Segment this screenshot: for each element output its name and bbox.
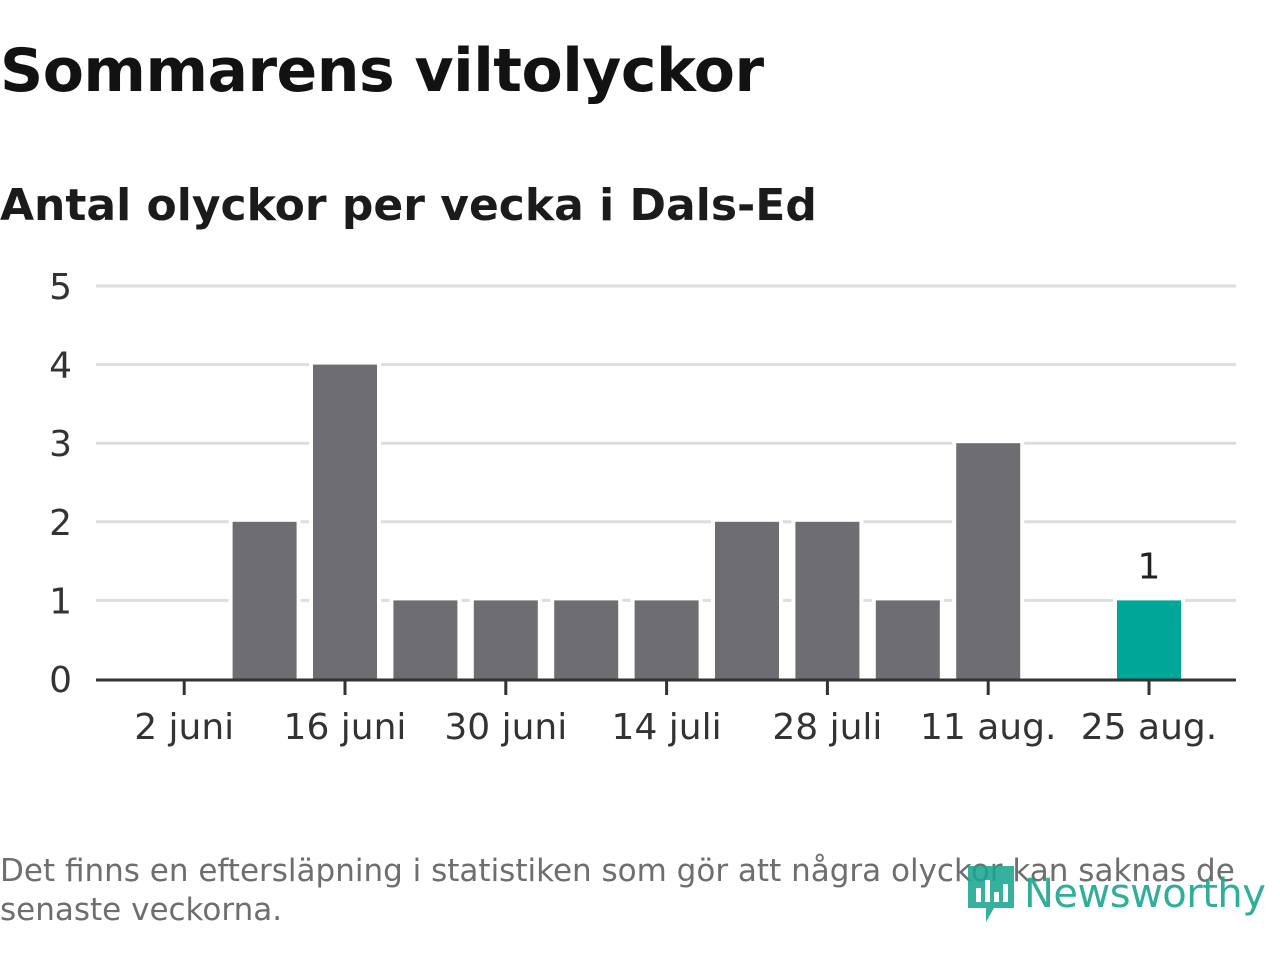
x-axis (96, 678, 1236, 695)
chart-subtitle: Antal olyckor per vecka i Dals-Ed (0, 180, 817, 231)
newsworthy-logo-icon (968, 866, 1014, 922)
bar (232, 521, 297, 679)
bar (393, 600, 458, 679)
data-labels: 1 (1138, 546, 1161, 587)
bar (715, 521, 779, 679)
footnote: Det finns en eftersläpning i statistiken… (0, 853, 1235, 928)
x-tick-label: 14 juli (612, 707, 722, 748)
bar (795, 521, 860, 679)
brand-name: Newsworthy (1024, 871, 1266, 917)
y-tick-label: 3 (49, 424, 72, 465)
y-tick-label: 4 (49, 346, 72, 387)
x-tick-label: 2 juni (134, 707, 234, 748)
bar-chart: 0 1 2 3 4 5 2 juni 16 juni 30 juni 14 juli 28 jul… (49, 267, 1236, 748)
bar (554, 600, 619, 679)
x-tick-label: 16 juni (284, 707, 407, 748)
bar (473, 600, 538, 679)
x-tick-label: 28 juli (772, 707, 882, 748)
bar (313, 364, 377, 679)
y-tick-label: 0 (49, 660, 72, 701)
brand-logo: Newsworthy (964, 862, 1266, 926)
y-tick-label: 5 (49, 267, 72, 308)
bar (956, 443, 1021, 679)
bar (1117, 600, 1181, 679)
bar (634, 600, 699, 679)
y-axis-labels: 0 1 2 3 4 5 (49, 267, 72, 701)
x-axis-labels: 2 juni 16 juni 30 juni 14 juli 28 juli 11 aug… (134, 707, 1217, 748)
bars (228, 362, 1185, 679)
x-tick-label: 25 aug. (1081, 707, 1217, 748)
data-label: 1 (1138, 546, 1161, 587)
x-tick-label: 11 aug. (920, 707, 1056, 748)
bar (875, 600, 940, 679)
y-tick-label: 2 (49, 503, 72, 544)
chart-title: Sommarens viltolyckor (0, 36, 764, 106)
x-tick-label: 30 juni (444, 707, 567, 748)
y-tick-label: 1 (49, 581, 72, 622)
